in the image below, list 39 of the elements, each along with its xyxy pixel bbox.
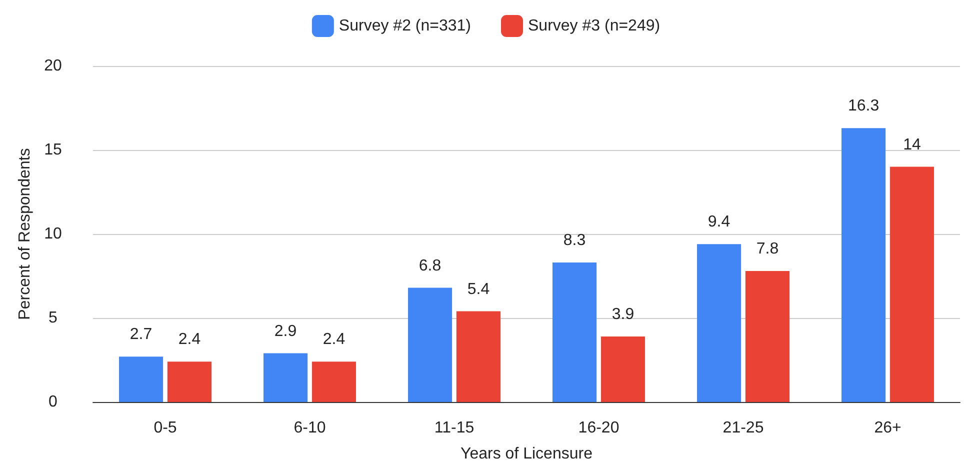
bar — [890, 166, 934, 402]
bar — [745, 270, 790, 402]
data-label: 3.9 — [612, 306, 634, 323]
data-label: 8.3 — [563, 232, 586, 250]
bar — [119, 356, 164, 402]
data-label: 16.3 — [848, 98, 880, 115]
data-label: 7.8 — [756, 240, 779, 258]
x-tick-label: 21-25 — [722, 420, 764, 436]
x-axis-title: Years of Licensure — [460, 446, 593, 462]
bar — [167, 362, 212, 402]
data-label: 2.9 — [274, 322, 297, 340]
bar — [456, 311, 500, 402]
legend-label: Survey #2 (n=331) — [338, 18, 471, 34]
bar — [697, 244, 742, 402]
y-axis-title: Percent of Respondents — [16, 148, 34, 320]
bar — [408, 288, 452, 402]
data-label: 14 — [903, 136, 921, 154]
x-tick-label: 16-20 — [578, 420, 620, 436]
y-tick-label: 10 — [44, 226, 62, 242]
bar — [842, 128, 886, 402]
data-label: 6.8 — [418, 257, 442, 274]
x-tick-label: 6-10 — [294, 420, 326, 436]
data-label: 2.4 — [322, 331, 346, 348]
bar — [312, 362, 356, 402]
x-tick-label: 11-15 — [434, 420, 474, 436]
data-label: 9.4 — [708, 214, 730, 231]
bar — [552, 262, 597, 402]
y-tick-label: 15 — [44, 142, 62, 158]
data-label: 2.4 — [178, 331, 201, 348]
bar — [600, 336, 645, 402]
y-tick-label: 0 — [48, 394, 58, 410]
bar — [264, 353, 308, 402]
x-tick-label: 26+ — [874, 420, 902, 436]
y-tick-label: 20 — [44, 58, 62, 74]
y-tick-label: 5 — [48, 310, 58, 326]
data-label: 5.4 — [467, 280, 490, 298]
legend-label: Survey #3 (n=249) — [528, 18, 660, 34]
x-tick-label: 0-5 — [154, 420, 177, 436]
data-label: 2.7 — [130, 326, 152, 344]
